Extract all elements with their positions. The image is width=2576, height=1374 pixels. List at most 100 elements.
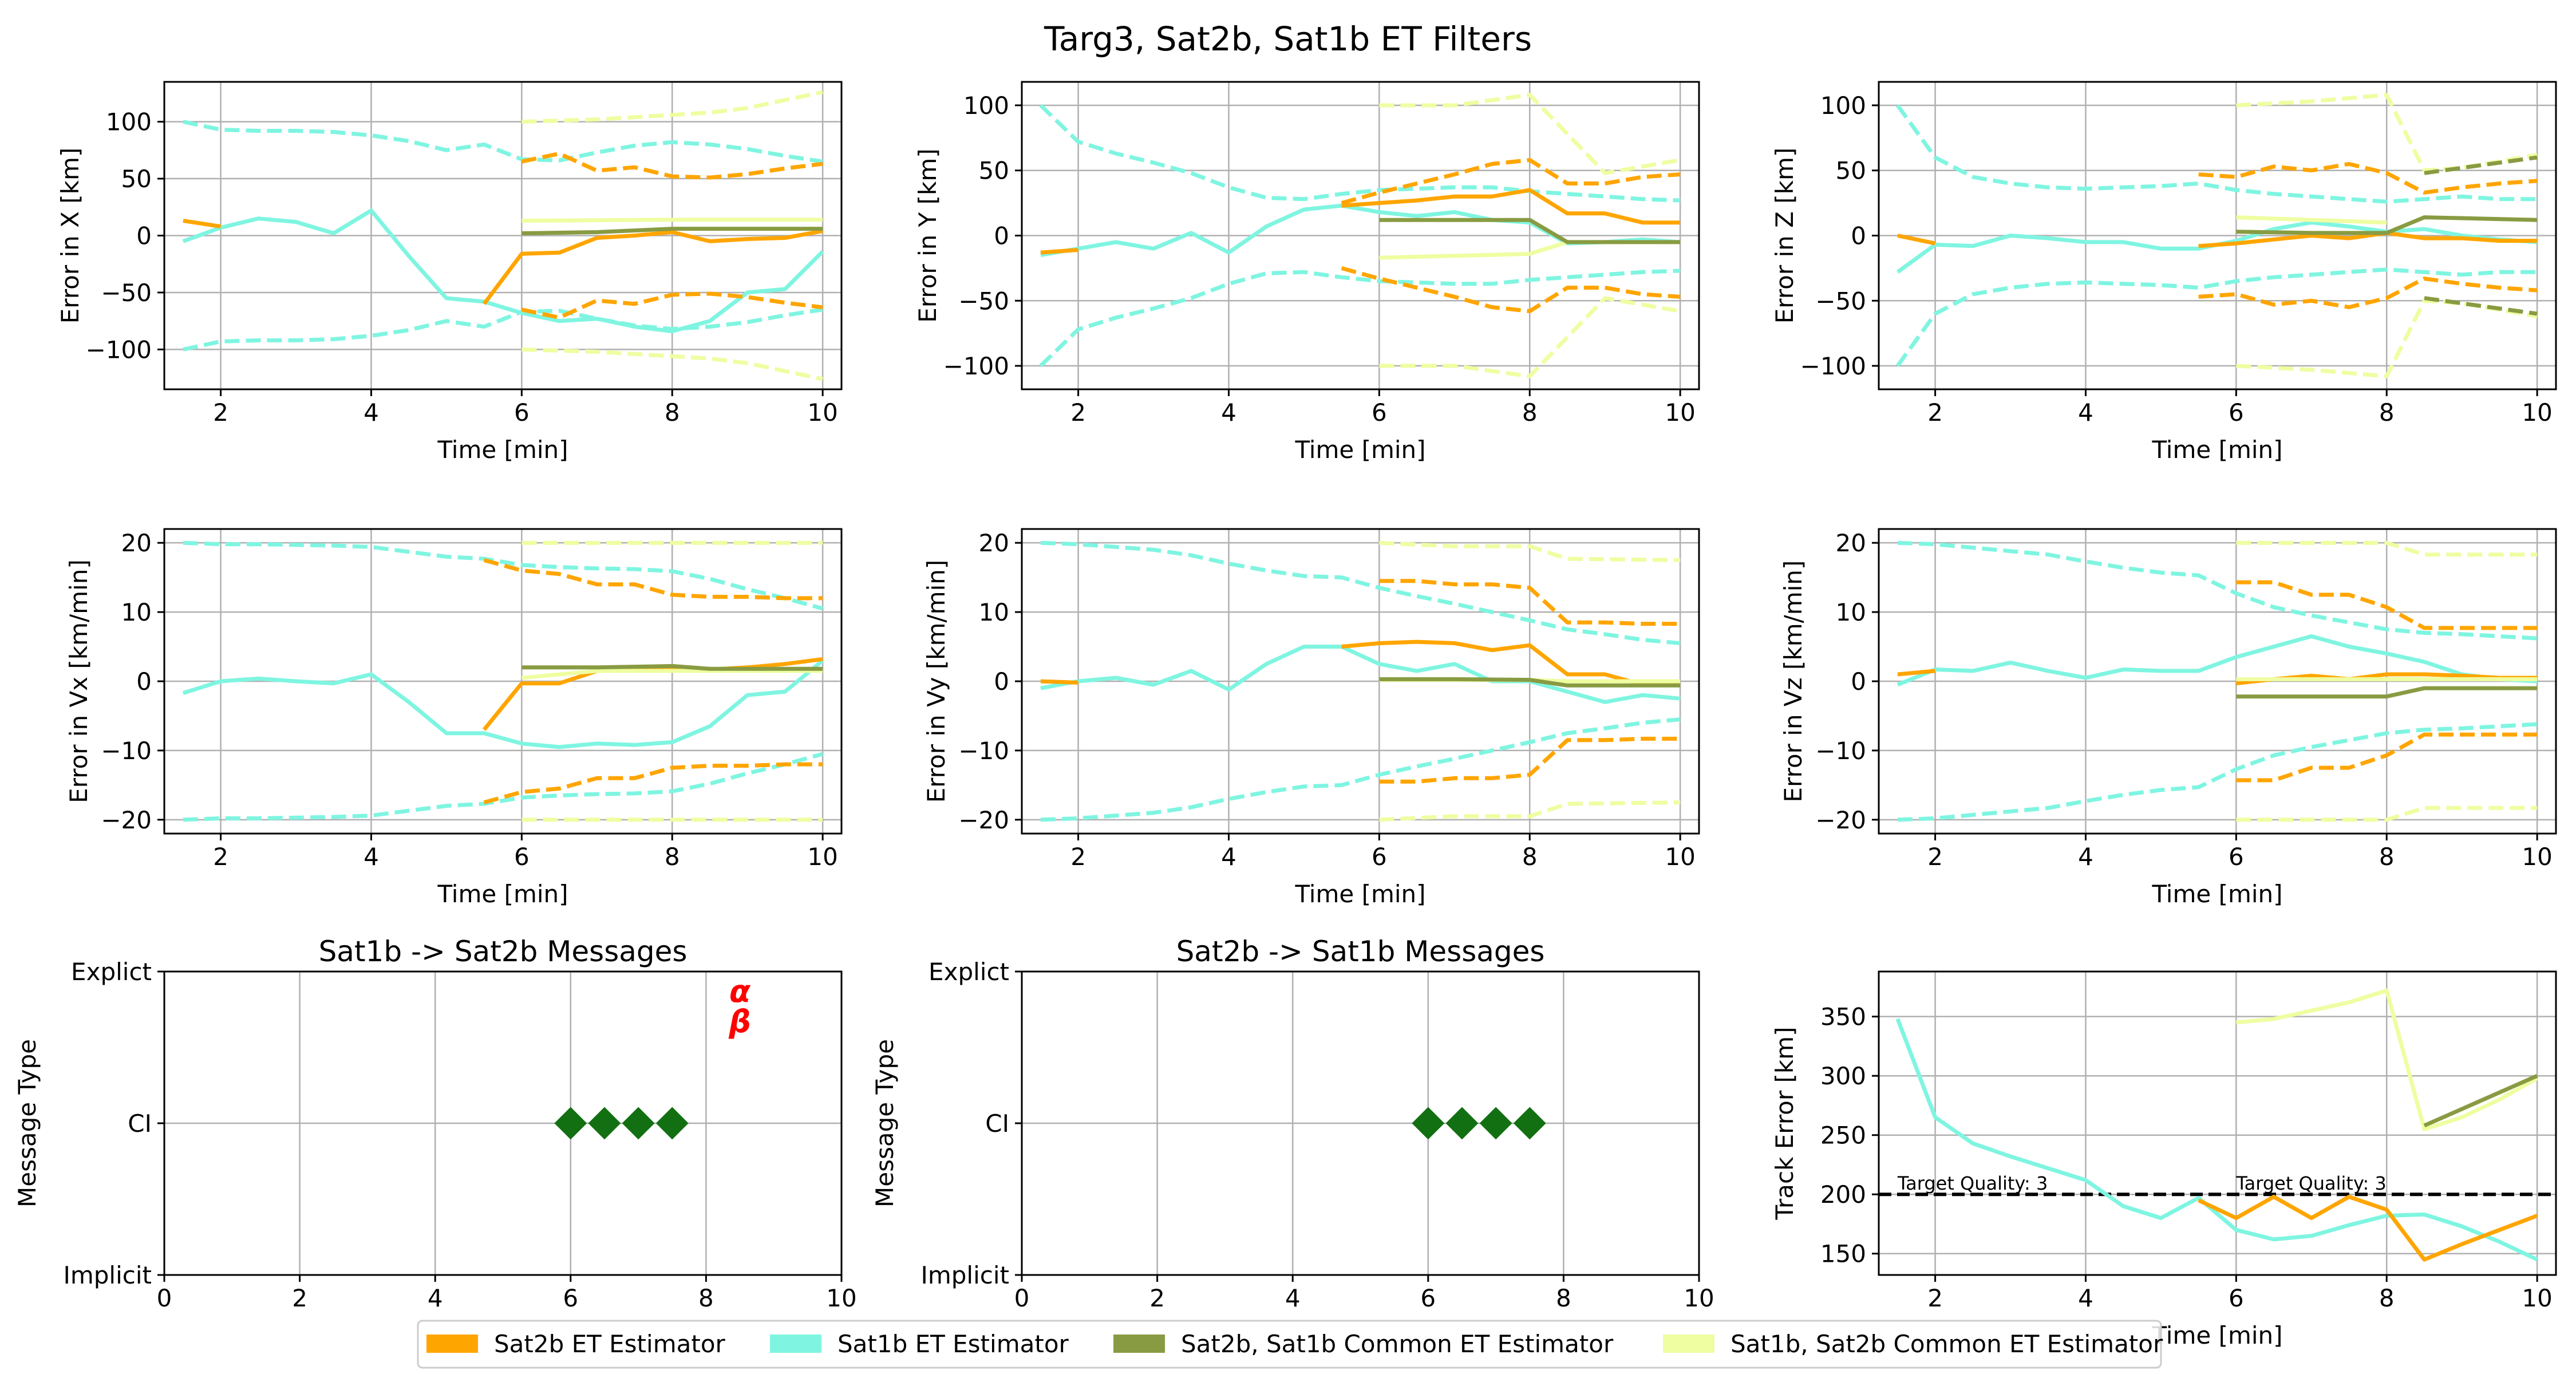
x-tick-label: 2: [1149, 1284, 1165, 1312]
series-line-common21: [1379, 218, 1681, 244]
x-tick-label: 4: [1221, 398, 1236, 427]
x-tick-label: 4: [428, 1284, 443, 1312]
series-line-sat2b: [2198, 161, 2538, 195]
y-tick-label: 0: [136, 222, 152, 250]
x-tick-label: 2: [1927, 398, 1943, 427]
x-tick-label: 0: [157, 1284, 172, 1312]
series-line-common21: [521, 227, 823, 235]
y-tick-label: CI: [128, 1110, 152, 1138]
series-line-sat2b: [483, 762, 823, 804]
series-line-sat1b: [183, 752, 824, 822]
y-tick-label: 10: [121, 598, 152, 626]
x-tick-label: 2: [213, 843, 228, 871]
y-tick-label: Implicit: [920, 1261, 1009, 1289]
series-line-sat2b: [2198, 277, 2538, 310]
series-line-sat1b: [1897, 634, 2538, 687]
y-tick-label: −20: [958, 806, 1009, 834]
x-tick-label: 4: [2078, 398, 2093, 427]
series-line-sat2b: [2198, 231, 2538, 248]
x-tick-label: 10: [2522, 398, 2552, 427]
legend-label: Sat1b ET Estimator: [837, 1330, 1069, 1358]
series-line-common12: [1379, 800, 1681, 822]
x-tick-label: 6: [1420, 1284, 1436, 1312]
y-tick-label: Implicit: [63, 1261, 152, 1289]
x-tick-label: 4: [1221, 843, 1236, 871]
series-line-common12: [521, 218, 823, 223]
x-tick-label: 10: [807, 398, 837, 427]
x-tick-label: 2: [1070, 398, 1086, 427]
series-line-sat1b: [1039, 269, 1681, 368]
x-tick-label: 2: [292, 1284, 307, 1312]
x-tick-label: 10: [2522, 1284, 2552, 1312]
y-tick-label: 350: [1820, 1003, 1866, 1031]
plot-area: [1412, 1107, 1546, 1140]
series-line-sat2b: [1341, 266, 1681, 313]
series-line-sat2b: [2236, 732, 2538, 783]
plot-area: [1897, 540, 2538, 822]
gridlines: [164, 529, 841, 834]
gridlines: [1022, 82, 1699, 389]
x-tick-label: 2: [213, 398, 228, 427]
series-line-common21: [2236, 215, 2538, 235]
subplot-5: 2 4 6 8 10 −20 −10 0 10 20 Time [min] Error in Vy […: [922, 528, 1700, 908]
x-tick-label: 4: [2078, 1284, 2093, 1312]
x-tick-label: 10: [2522, 843, 2552, 871]
y-axis-label: Error in Vx [km/min]: [65, 559, 93, 803]
greek-annotation: α: [729, 973, 751, 1009]
y-tick-label: 150: [1820, 1240, 1866, 1268]
y-tick-label: 50: [1836, 157, 1866, 185]
series-line-common21: [521, 664, 823, 671]
legend-label: Sat2b, Sat1b Common ET Estimator: [1181, 1330, 1614, 1358]
gridlines: [164, 82, 841, 389]
y-axis-label: Error in Vz [km/min]: [1779, 560, 1807, 803]
series-line-sat2b: [183, 219, 222, 229]
plot-area: [1040, 540, 1681, 822]
x-tick-label: 2: [1927, 1284, 1943, 1312]
series-line-sat2b: [1897, 234, 1936, 246]
message-marker: [655, 1107, 689, 1140]
y-axis-label: Track Error [km]: [1771, 1027, 1799, 1221]
x-tick-label: 8: [698, 1284, 714, 1312]
series-line-sat2b: [482, 229, 823, 305]
x-axis-label: Time [min]: [1294, 880, 1425, 908]
series-line-common12: [1379, 93, 1681, 175]
y-tick-label: Explict: [929, 958, 1009, 986]
series-line-sat2b: [1341, 188, 1681, 225]
y-axis-label: Message Type: [871, 1039, 899, 1207]
y-tick-label: CI: [985, 1110, 1009, 1138]
subplot-7: 0 2 4 6 8 10 Implicit CI Explict Message Type Sat1…: [13, 935, 857, 1312]
y-tick-label: −10: [101, 737, 152, 765]
y-tick-label: 100: [963, 92, 1009, 120]
subplot-9: 2 4 6 8 10 150 200 250 300 350 Time [min] Track Err…: [1771, 970, 2557, 1349]
y-tick-label: −50: [101, 279, 152, 307]
series-line-common12: [521, 347, 823, 381]
series-line-sat2b: [2236, 580, 2538, 630]
plot-area: [182, 540, 824, 822]
x-tick-label: 0: [1014, 1284, 1030, 1312]
y-tick-label: −100: [1800, 352, 1866, 380]
x-tick-label: 2: [1070, 843, 1086, 871]
series-line-common21: [1379, 677, 1681, 688]
legend-swatch-sat1b: [770, 1334, 821, 1353]
legend-box: [417, 1320, 2162, 1369]
x-axis-label: Time [min]: [437, 880, 568, 908]
x-axis-label: Time [min]: [2151, 880, 2282, 908]
series-line-common21: [2423, 1073, 2538, 1128]
x-tick-label: 8: [665, 843, 680, 871]
series-line-sat2b: [1379, 736, 1681, 784]
subplot-2: 2 4 6 8 10 −100 −50 0 50 100 Time [min] Error in Y …: [914, 81, 1700, 464]
series-line-sat2b: [1897, 669, 1935, 677]
series-line-sat1b: [1040, 645, 1681, 704]
target-quality-label: Target Quality: 3: [2235, 1172, 2387, 1194]
message-marker: [554, 1107, 587, 1140]
x-tick-label: 6: [514, 398, 530, 427]
x-tick-label: 6: [514, 843, 530, 871]
y-axis-label: Message Type: [13, 1039, 41, 1207]
series-line-common21: [2236, 686, 2538, 699]
legend-label: Sat1b, Sat2b Common ET Estimator: [1730, 1330, 2163, 1358]
gridlines: [1879, 82, 2556, 389]
y-tick-label: 10: [979, 598, 1009, 626]
y-axis-label: Error in X [km]: [56, 148, 84, 324]
